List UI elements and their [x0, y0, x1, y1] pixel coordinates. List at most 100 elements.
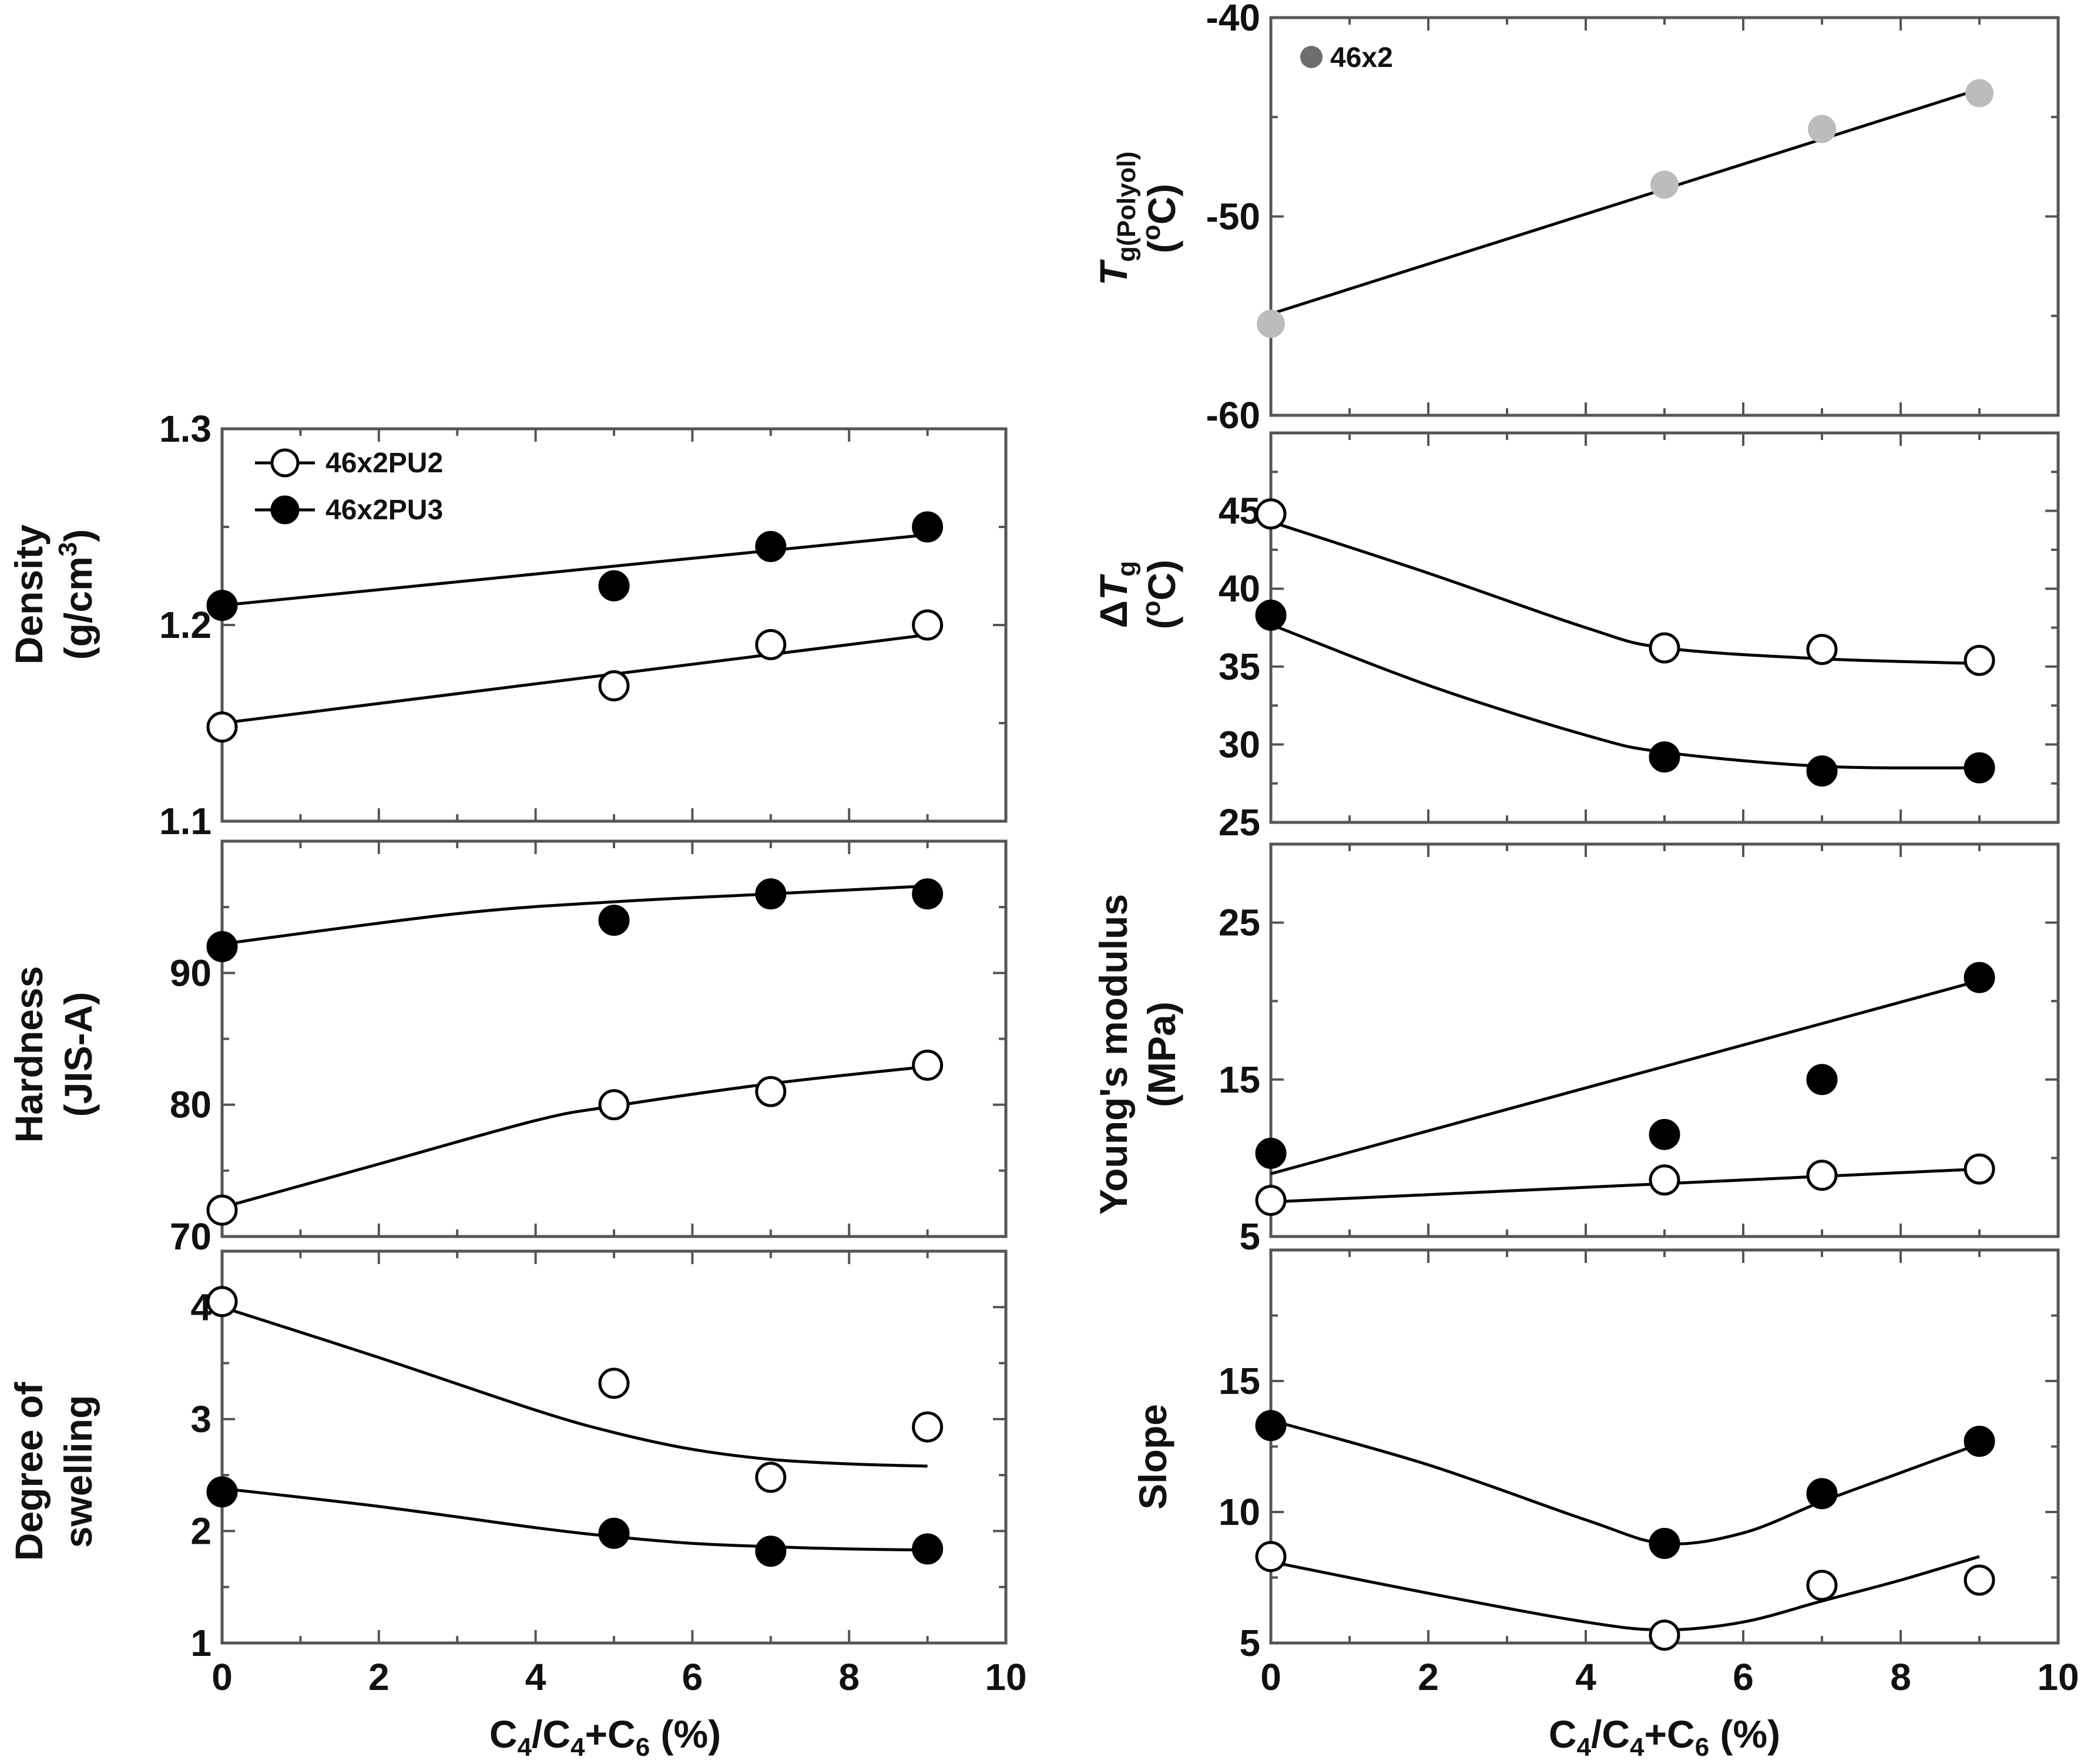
- tg_polyol-ytick-label: -40: [1206, 0, 1261, 39]
- delta_tg-point-filled: [1806, 755, 1838, 787]
- slope-xtick-label: 4: [1575, 1656, 1596, 1698]
- delta_tg-point-open: [1806, 634, 1838, 666]
- density-point-open: [912, 609, 944, 641]
- youngs_modulus-point-open: [1806, 1160, 1838, 1191]
- swelling-ylabel-line2: swelling: [56, 1395, 100, 1548]
- swelling-xtick-label: 10: [985, 1656, 1026, 1698]
- youngs_modulus-ytick-label: 5: [1239, 1215, 1260, 1258]
- youngs_modulus-point-filled: [1255, 1137, 1287, 1169]
- youngs_modulus-point-filled: [1806, 1064, 1838, 1096]
- delta_tg-ytick-label: 35: [1219, 646, 1260, 688]
- delta_tg-point-filled: [1255, 599, 1287, 631]
- youngs_modulus-point-open: [1649, 1164, 1680, 1196]
- tg_polyol-point-gray: [1257, 310, 1285, 338]
- delta_tg-fit-line-1: [1270, 623, 1980, 770]
- slope-ylabel: Slope: [1131, 1404, 1174, 1510]
- swelling-ytick-label: 1: [190, 1622, 212, 1664]
- swelling-ytick-label: 2: [190, 1510, 212, 1552]
- legend-label-46x2pu3: 46x2PU3: [325, 495, 443, 526]
- swelling-xtick-label: 4: [525, 1656, 546, 1698]
- swelling-fit-line-0: [222, 1305, 928, 1468]
- panel-tg-polyol: -60 -50 -40 Tg(Polyol) (oC) 46x2: [1092, 0, 2060, 436]
- swelling-xtick-label: 8: [838, 1656, 860, 1698]
- delta-tg-plot-area: 25 30 35 40 45: [1219, 431, 2060, 844]
- tg_polyol-point-gray: [1808, 115, 1836, 143]
- hardness-point-open: [206, 1194, 238, 1226]
- hardness-fit-line-1: [222, 884, 928, 946]
- youngs_modulus-fit-line-1: [1270, 979, 1980, 1175]
- delta_tg-ytick-label: 40: [1219, 567, 1260, 610]
- swelling-point-filled: [206, 1476, 238, 1508]
- slope-point-filled: [1649, 1528, 1680, 1560]
- slope-ytick-label: 15: [1219, 1360, 1260, 1402]
- youngs_modulus-point-open: [1964, 1153, 1995, 1185]
- legend-marker-open: [270, 448, 300, 478]
- youngs-modulus-ylabel-line2: (MPa): [1140, 1002, 1183, 1107]
- tg_polyol-point-gray: [1965, 79, 1994, 107]
- slope-xtick-label: 10: [2037, 1656, 2079, 1698]
- hardness-point-filled: [755, 878, 787, 910]
- hardness-ytick-label: 70: [170, 1215, 212, 1258]
- hardness-point-filled: [912, 878, 944, 910]
- tg-polyol-plot-area: -60 -50 -40: [1206, 0, 2060, 436]
- tg_polyol-fit-line-0: [1270, 88, 1980, 315]
- youngs_modulus-ytick-label: 25: [1219, 902, 1260, 944]
- swelling-xtick-label: 0: [212, 1656, 233, 1698]
- slope-point-open: [1806, 1570, 1838, 1601]
- delta_tg-ytick-label: 25: [1219, 801, 1260, 844]
- hardness-point-filled: [598, 905, 630, 936]
- density-point-filled: [206, 590, 238, 621]
- swelling-xtick-label: 2: [368, 1656, 390, 1698]
- swelling-point-filled: [912, 1533, 944, 1565]
- legend-marker-filled: [270, 495, 300, 525]
- legend-marker-gray: [1300, 46, 1323, 68]
- youngs_modulus-point-open: [1255, 1185, 1287, 1217]
- delta_tg-point-open: [1964, 644, 1995, 676]
- legend-polyol: 46x2: [1300, 42, 1393, 73]
- delta_tg-point-open: [1649, 632, 1680, 664]
- density-ytick-label: 1.2: [159, 604, 212, 646]
- density-ytick-label: 1.3: [159, 408, 212, 450]
- tg-polyol-ylabel-line2: (oC): [1137, 184, 1183, 254]
- tg_polyol-ytick-label: -50: [1206, 196, 1261, 238]
- swelling-ylabel-line1: Degree of: [7, 1382, 51, 1561]
- density-point-open: [755, 629, 787, 660]
- slope-xtick-label: 2: [1418, 1656, 1439, 1698]
- hardness-ytick-label: 90: [170, 952, 212, 994]
- slope-xtick-label: 8: [1890, 1656, 1911, 1698]
- density-point-open: [206, 711, 238, 743]
- density-fit-line-1: [222, 533, 928, 607]
- density-ylabel-line1: Density: [7, 525, 51, 665]
- density-point-filled: [598, 570, 630, 602]
- youngs_modulus-point-filled: [1964, 962, 1995, 993]
- delta_tg-point-filled: [1649, 741, 1680, 773]
- delta_tg-point-filled: [1964, 752, 1995, 784]
- hardness-ylabel-line2: (JIS-A): [56, 992, 100, 1117]
- slope-point-filled: [1255, 1410, 1287, 1442]
- panel-density: 1.11.21.3 Density (g/cm3) 46x2PU2 46x2PU…: [7, 408, 1008, 842]
- hardness-point-filled: [206, 930, 238, 962]
- legend-label-46x2: 46x2: [1330, 42, 1393, 73]
- delta_tg-ytick-label: 30: [1219, 723, 1260, 765]
- swelling-point-filled: [755, 1535, 787, 1567]
- swelling-point-filled: [598, 1517, 630, 1549]
- swelling-point-open: [598, 1367, 630, 1399]
- density-plot-area: 1.1 1.2 1.3: [159, 408, 1008, 842]
- slope-point-open: [1649, 1619, 1680, 1651]
- hardness-point-open: [598, 1089, 630, 1121]
- slope-ytick-label: 5: [1239, 1622, 1260, 1664]
- density-point-filled: [912, 511, 944, 543]
- hardness-fit-line-0: [222, 1065, 928, 1209]
- slope-point-open: [1964, 1564, 1995, 1596]
- slope-xtick-label: 0: [1260, 1656, 1281, 1698]
- tg-polyol-ylabel-line1: Tg(Polyol): [1092, 152, 1141, 286]
- swelling-point-open: [912, 1411, 944, 1443]
- swelling-ytick-label: 3: [190, 1398, 212, 1440]
- density-ytick-label: 1.1: [159, 800, 212, 842]
